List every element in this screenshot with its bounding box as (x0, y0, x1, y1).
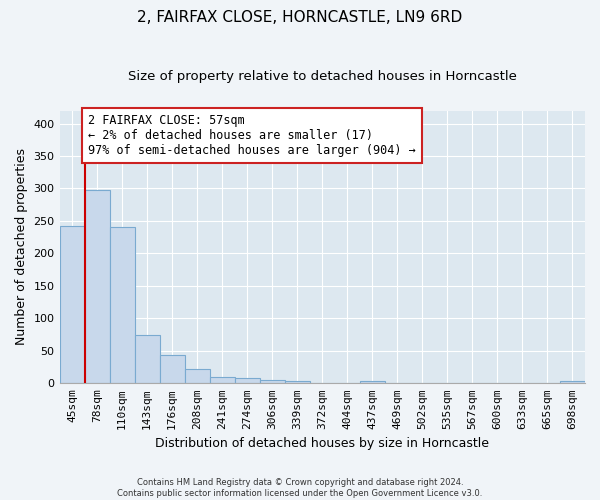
Y-axis label: Number of detached properties: Number of detached properties (15, 148, 28, 346)
Bar (134, 334, 160, 384)
Bar (560, 380, 585, 384)
Bar (160, 354, 185, 384)
Bar (209, 378, 235, 384)
Text: 2 FAIRFAX CLOSE: 57sqm
← 2% of detached houses are smaller (17)
97% of semi-deta: 2 FAIRFAX CLOSE: 57sqm ← 2% of detached … (88, 114, 416, 157)
Text: Contains HM Land Registry data © Crown copyright and database right 2024.
Contai: Contains HM Land Registry data © Crown c… (118, 478, 482, 498)
Bar (85, 190, 110, 384)
Bar (110, 228, 134, 384)
Bar (59, 226, 85, 384)
Title: Size of property relative to detached houses in Horncastle: Size of property relative to detached ho… (128, 70, 517, 83)
Bar (285, 380, 310, 384)
Bar (235, 378, 260, 384)
Bar (260, 380, 285, 384)
Text: 2, FAIRFAX CLOSE, HORNCASTLE, LN9 6RD: 2, FAIRFAX CLOSE, HORNCASTLE, LN9 6RD (137, 10, 463, 25)
Bar (185, 369, 209, 384)
Bar (360, 380, 385, 384)
X-axis label: Distribution of detached houses by size in Horncastle: Distribution of detached houses by size … (155, 437, 489, 450)
